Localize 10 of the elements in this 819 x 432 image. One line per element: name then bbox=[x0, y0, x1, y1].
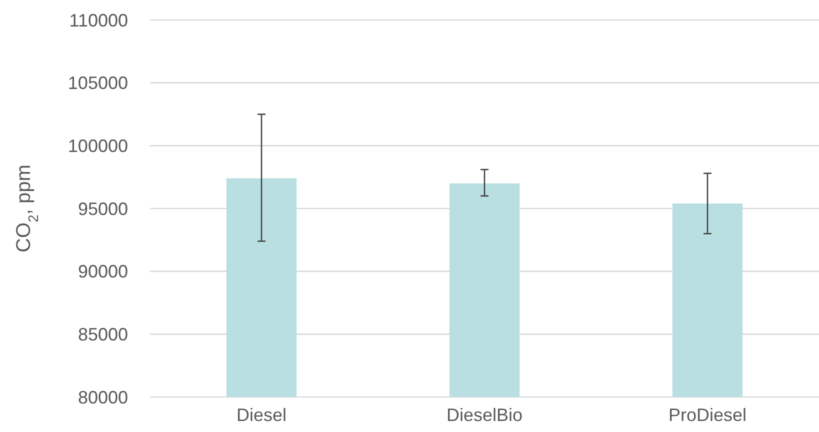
y-tick-label: 100000 bbox=[68, 136, 128, 156]
x-tick-label: Diesel bbox=[236, 405, 287, 425]
y-tick-label: 90000 bbox=[78, 262, 128, 282]
x-tick-label: ProDiesel bbox=[668, 405, 747, 425]
y-tick-label: 80000 bbox=[78, 387, 128, 408]
x-tick-label: DieselBio bbox=[446, 405, 523, 425]
y-tick-label: 95000 bbox=[78, 198, 128, 219]
y-tick-label: 105000 bbox=[68, 73, 128, 94]
y-tick-label: 85000 bbox=[78, 324, 128, 344]
y-tick-label: 110000 bbox=[69, 10, 128, 30]
